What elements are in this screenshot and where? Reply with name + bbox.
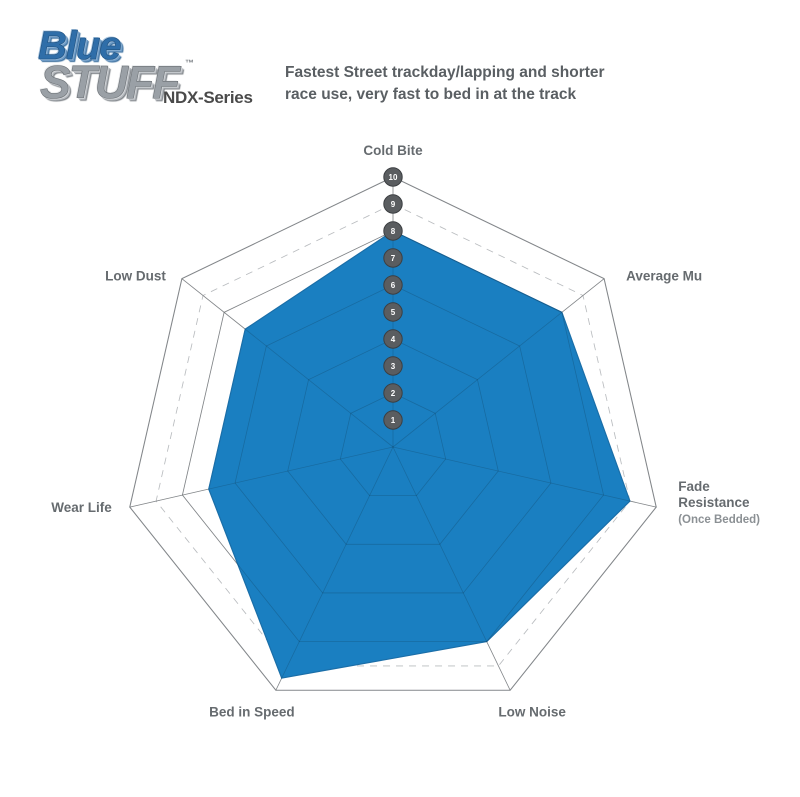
radar-tick-label-9: 9 — [391, 200, 396, 209]
radar-chart-svg: 1 2 3 4 5 6 7 8 9 10 Cold Bite Average Mu FadeResis… — [51, 143, 760, 719]
radar-spoke-overlay-1 — [392, 278, 605, 448]
axis-label-2-line-2: Resistance — [678, 495, 750, 510]
radar-tick-badge-2: 2 — [383, 383, 403, 403]
radar-tick-label-6: 6 — [391, 281, 396, 290]
brand-word-blue: Blue — [38, 24, 122, 68]
radar-series-area — [208, 230, 631, 679]
axis-label-2-line-1: Fade — [678, 479, 710, 494]
radar-tick-label-10: 10 — [389, 173, 398, 182]
radar-tick-badge-10: 10 — [383, 167, 403, 187]
radar-spoke-overlay-4 — [275, 446, 394, 691]
radar-tick-badge-9: 9 — [383, 194, 403, 214]
axis-label-5-line-1: Wear Life — [51, 500, 112, 515]
radar-tick-label-7: 7 — [391, 254, 396, 263]
radar-tick-label-8: 8 — [391, 227, 396, 236]
radar-tick-label-4: 4 — [391, 335, 396, 344]
page-header: Blue STUFF ™ NDX-Series Fastest Street t… — [0, 0, 800, 135]
radar-spoke-overlay-6 — [181, 278, 394, 448]
axis-label-1-line-1: Average Mu — [626, 269, 702, 284]
radar-tick-label-5: 5 — [391, 308, 396, 317]
radar-spoke-overlay-2 — [392, 446, 657, 508]
axis-label-0-line-1: Cold Bite — [363, 143, 423, 158]
axis-label-4-line-1: Bed in Speed — [209, 704, 295, 719]
radar-tick-badge-3: 3 — [383, 356, 403, 376]
radar-spoke-overlay-5 — [129, 446, 394, 508]
radar-tick-label-3: 3 — [391, 362, 396, 371]
radar-tick-badge-5: 5 — [383, 302, 403, 322]
axis-label-3-line-1: Low Noise — [498, 704, 566, 719]
radar-chart: 1 2 3 4 5 6 7 8 9 10 Cold Bite Average Mu Fade Resis… — [0, 120, 800, 797]
radar-spoke-overlay-3 — [392, 446, 511, 691]
radar-tick-label-2: 2 — [391, 389, 396, 398]
tagline-line-1: Fastest Street trackday/lapping and shor… — [285, 64, 605, 81]
radar-tick-badges: 1 2 3 4 5 6 7 8 9 10 — [383, 167, 403, 430]
radar-tick-badge-6: 6 — [383, 275, 403, 295]
axis-label-2-line-3: (Once Bedded) — [678, 514, 760, 526]
radar-tick-badge-8: 8 — [383, 221, 403, 241]
radar-tick-label-1: 1 — [391, 416, 396, 425]
tagline-line-2: race use, very fast to bed in at the tra… — [285, 86, 577, 103]
brand-logo: Blue STUFF ™ — [34, 26, 194, 112]
trademark-symbol: ™ — [185, 58, 194, 68]
axis-label-6-line-1: Low Dust — [105, 269, 166, 284]
brand-word-stuff: STUFF — [40, 56, 181, 108]
radar-tick-badge-7: 7 — [383, 248, 403, 268]
tagline: Fastest Street trackday/lapping and shor… — [285, 62, 705, 106]
series-name: NDX-Series — [163, 88, 253, 107]
radar-tick-badge-4: 4 — [383, 329, 403, 349]
radar-tick-badge-1: 1 — [383, 410, 403, 430]
